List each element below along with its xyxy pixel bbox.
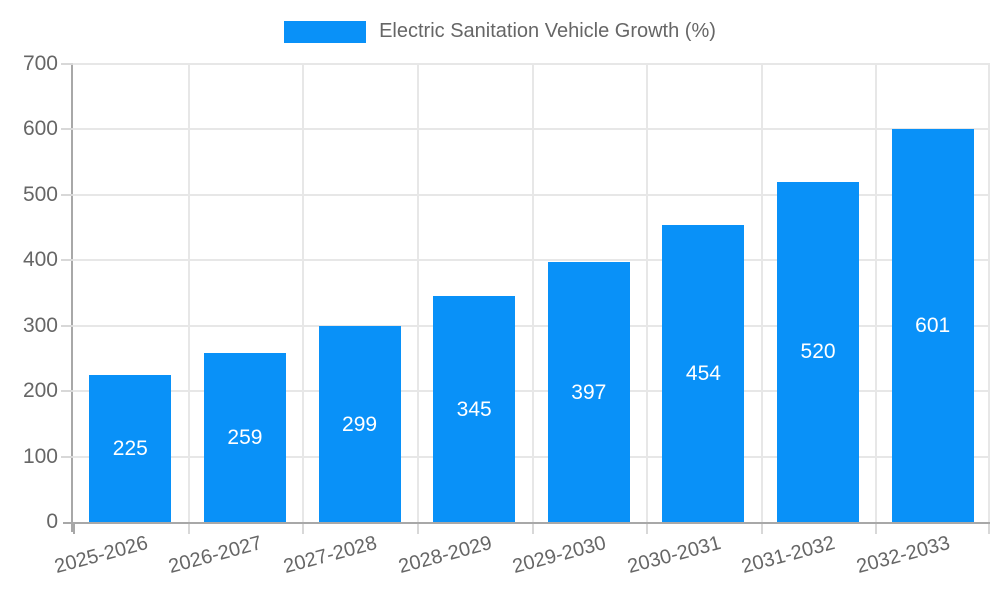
x-tick: [875, 524, 878, 534]
bar-2029-2030[interactable]: 397: [547, 262, 630, 522]
x-tick: [988, 524, 990, 534]
x-axis-line: [63, 522, 990, 524]
y-axis-labels: 0 100 200 300 400 500 600 700: [0, 52, 58, 533]
bar-2030-2031[interactable]: 454: [662, 224, 745, 522]
v-gridline: [875, 64, 878, 522]
bar-2031-2032[interactable]: 520: [777, 181, 860, 522]
x-tick: [73, 524, 75, 534]
x-tick-label: 2030-2031: [625, 532, 724, 579]
bar-value-label: 454: [685, 361, 721, 385]
x-tick-label: 2025-2026: [51, 532, 151, 579]
y-tick: [61, 63, 73, 65]
bar-value-label: 259: [227, 425, 263, 449]
bar-value-label: 225: [112, 436, 148, 460]
y-tick: [61, 193, 73, 196]
bar-value-label: 601: [915, 313, 951, 337]
bar-slot: 345: [417, 64, 532, 522]
bar-value-label: 520: [800, 340, 836, 364]
x-tick-label: 2031-2032: [739, 532, 838, 579]
y-axis-line: [71, 64, 73, 532]
x-tick: [646, 524, 649, 534]
x-tick: [531, 524, 534, 534]
x-tick: [302, 524, 305, 534]
x-tick-label: 2032-2033: [854, 532, 953, 579]
bar-value-label: 299: [342, 412, 378, 436]
x-tick: [760, 524, 763, 534]
bar-slot: 299: [302, 64, 417, 522]
bar-value-label: 397: [571, 380, 607, 404]
bar-slot: 454: [646, 64, 761, 522]
bar-value-label: 345: [456, 397, 492, 421]
x-tick: [416, 524, 419, 534]
v-gridline: [416, 64, 419, 522]
bar-2032-2033[interactable]: 601: [891, 128, 974, 522]
v-gridline: [988, 64, 990, 522]
y-tick: [61, 259, 73, 262]
legend[interactable]: Electric Sanitation Vehicle Growth (%): [0, 20, 1000, 43]
bar-2025-2026[interactable]: 225: [89, 374, 172, 522]
y-tick: [61, 128, 73, 131]
x-tick-label: 2028-2029: [395, 532, 494, 579]
bar-slot: 520: [761, 64, 876, 522]
y-tick: [61, 455, 73, 458]
x-axis-labels: 2025-2026 2026-2027 2027-2028 2028-2029 2029…: [52, 522, 990, 600]
bar-2026-2027[interactable]: 259: [203, 352, 286, 522]
legend-swatch: [284, 20, 367, 43]
bar-2027-2028[interactable]: 299: [318, 326, 401, 522]
v-gridline: [302, 64, 305, 522]
bar-slot: 225: [73, 64, 188, 522]
y-tick-label: 200: [22, 379, 58, 403]
y-tick-label: 700: [22, 52, 58, 75]
y-tick-label: 100: [22, 444, 58, 468]
x-tick: [187, 524, 190, 534]
x-tick-label: 2026-2027: [166, 532, 265, 579]
v-gridline: [187, 64, 190, 522]
x-tick-label: 2027-2028: [281, 532, 380, 579]
legend-label: Electric Sanitation Vehicle Growth (%): [379, 20, 716, 42]
y-tick-label: 500: [22, 182, 58, 206]
y-tick-label: 600: [22, 117, 58, 141]
y-tick-label: 400: [22, 248, 58, 272]
y-tick: [61, 390, 73, 393]
v-gridline: [646, 64, 649, 522]
plot-area: 225 259 299 345 397 454 520 601: [61, 63, 990, 534]
y-tick-label: 0: [46, 510, 58, 533]
bar-2028-2029[interactable]: 345: [433, 296, 516, 522]
v-gridline: [760, 64, 763, 522]
y-tick-label: 300: [22, 313, 58, 337]
bar-slot: 601: [875, 64, 990, 522]
y-tick: [61, 324, 73, 327]
v-gridline: [531, 64, 534, 522]
x-tick-label: 2029-2030: [510, 532, 609, 579]
bar-slot: 397: [532, 64, 647, 522]
bar-slot: 259: [188, 64, 303, 522]
